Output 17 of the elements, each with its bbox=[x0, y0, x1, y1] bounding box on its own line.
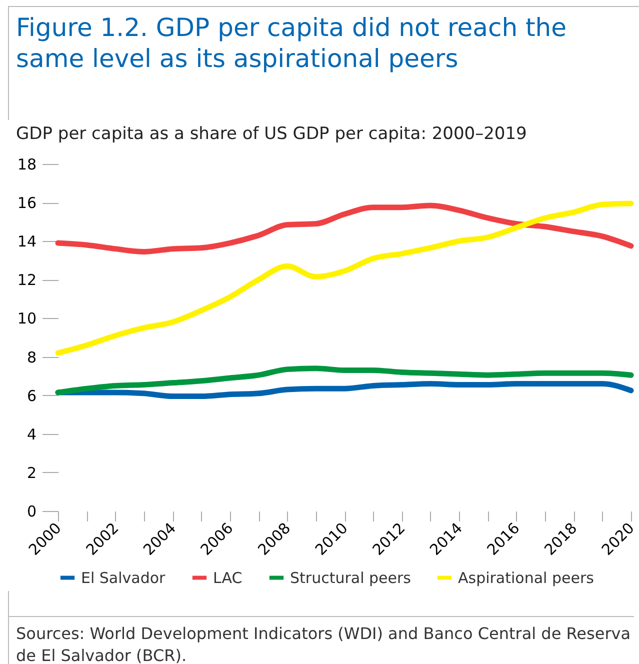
y-tick-label: 6 bbox=[26, 386, 36, 405]
y-tick-label: 4 bbox=[26, 425, 36, 444]
source-note: Sources: World Development Indicators (WDI) and Banco Central de Reserva de El Salvador (BCR). bbox=[9, 616, 634, 664]
y-tick-label: 8 bbox=[26, 348, 36, 366]
chart-title: Figure 1.2. GDP per capita did not reach the same level as its aspirational peers bbox=[16, 12, 568, 74]
y-tick-label: 2 bbox=[26, 464, 36, 482]
chart-subtitle: GDP per capita as a share of US GDP per capita: 2000–2019 bbox=[16, 124, 527, 144]
y-tick-label: 12 bbox=[17, 271, 36, 290]
y-tick-label: 14 bbox=[17, 232, 36, 251]
legend-label: El Salvador bbox=[81, 568, 166, 587]
legend-label: LAC bbox=[213, 568, 242, 587]
legend-label: Aspirational peers bbox=[458, 568, 594, 587]
y-tick-label: 10 bbox=[17, 310, 36, 328]
legend-label: Structural peers bbox=[290, 568, 412, 587]
y-tick-label: 18 bbox=[17, 156, 36, 174]
y-tick-label: 16 bbox=[17, 194, 36, 212]
y-tick-label: 0 bbox=[26, 502, 36, 520]
